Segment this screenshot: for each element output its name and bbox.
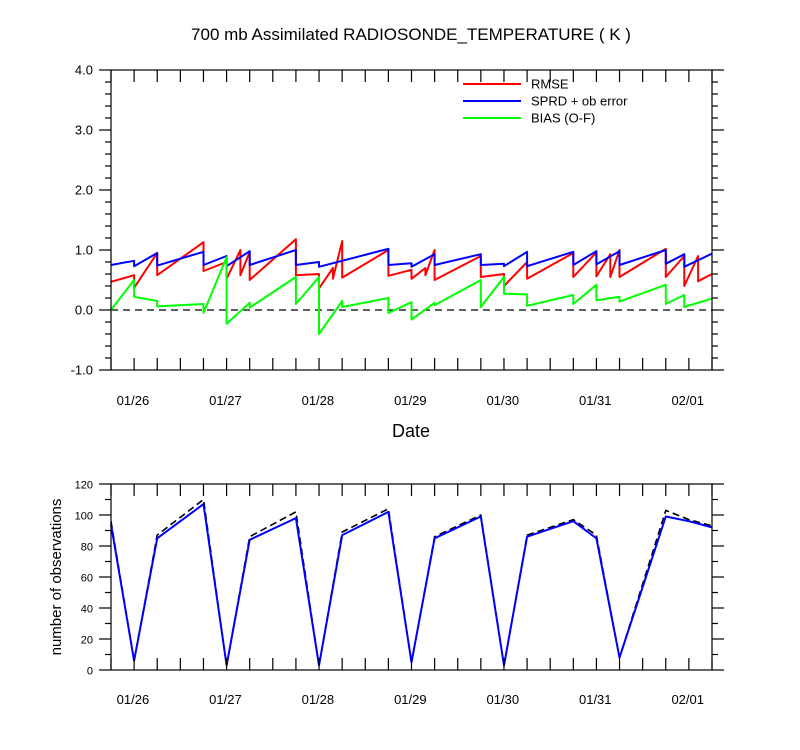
x-tick-label: 02/01 [671,393,704,408]
x-tick-label: 01/31 [579,692,612,707]
y-tick-label: 4.0 [75,63,93,78]
y-tick-label: 2.0 [75,183,93,198]
bottom-series-group [110,498,713,667]
y-tick-label: -1.0 [71,363,93,378]
top-plot-frame [110,69,713,371]
x-tick-label: 01/31 [579,393,612,408]
y-tick-label: 0 [87,666,93,678]
top-chart: 700 mb Assimilated RADIOSONDE_TEMPERATUR… [71,25,724,441]
bottom-plot-frame [110,483,713,671]
x-tick-label: 01/26 [117,393,150,408]
y-tick-label: 120 [75,480,93,492]
x-tick-label: 01/29 [394,393,427,408]
x-tick-label: 01/27 [209,393,242,408]
legend-label-1: SPRD + ob error [531,94,628,109]
y-tick-label: 80 [81,542,93,554]
y-tick-label: 1.0 [75,243,93,258]
series-line-bias-o-f [110,256,713,335]
y-tick-label: 0.0 [75,303,93,318]
top-series-group [110,238,713,335]
series-line-rmse [110,238,713,290]
x-tick-label: 01/26 [117,692,150,707]
y-tick-label: 60 [81,573,93,585]
legend: RMSE SPRD + ob error BIAS (O-F) [463,77,628,126]
bottom-axes: 01/26 01/27 01/28 01/29 01/30 01/31 02/01 0 20 40… [75,480,724,707]
x-tick-label: 01/30 [487,393,520,408]
y-tick-label: 40 [81,604,93,616]
x-axis-title: Date [392,421,430,441]
x-tick-label: 02/01 [671,692,704,707]
y-tick-label: 3.0 [75,123,93,138]
y-axis-title-observations: number of observations [48,499,65,656]
x-tick-label: 01/28 [302,692,335,707]
bottom-chart: 01/26 01/27 01/28 01/29 01/30 01/31 02/01 0 20 40… [48,480,724,707]
series-line-possible [110,498,713,667]
y-tick-label: 20 [81,635,93,647]
series-line-used [110,503,713,667]
y-tick-label: 100 [75,511,93,523]
series-line-sprd-ob-error [110,247,713,268]
x-tick-label: 01/28 [302,393,335,408]
x-tick-label: 01/27 [209,692,242,707]
legend-label-0: RMSE [531,77,569,92]
x-tick-label: 01/29 [394,692,427,707]
top-axes: 01/26 01/27 01/28 01/29 01/30 01/31 02/01 -1.0 0… [71,63,724,408]
legend-label-2: BIAS (O-F) [531,111,595,126]
chart-title: 700 mb Assimilated RADIOSONDE_TEMPERATUR… [191,25,631,44]
x-tick-label: 01/30 [487,692,520,707]
